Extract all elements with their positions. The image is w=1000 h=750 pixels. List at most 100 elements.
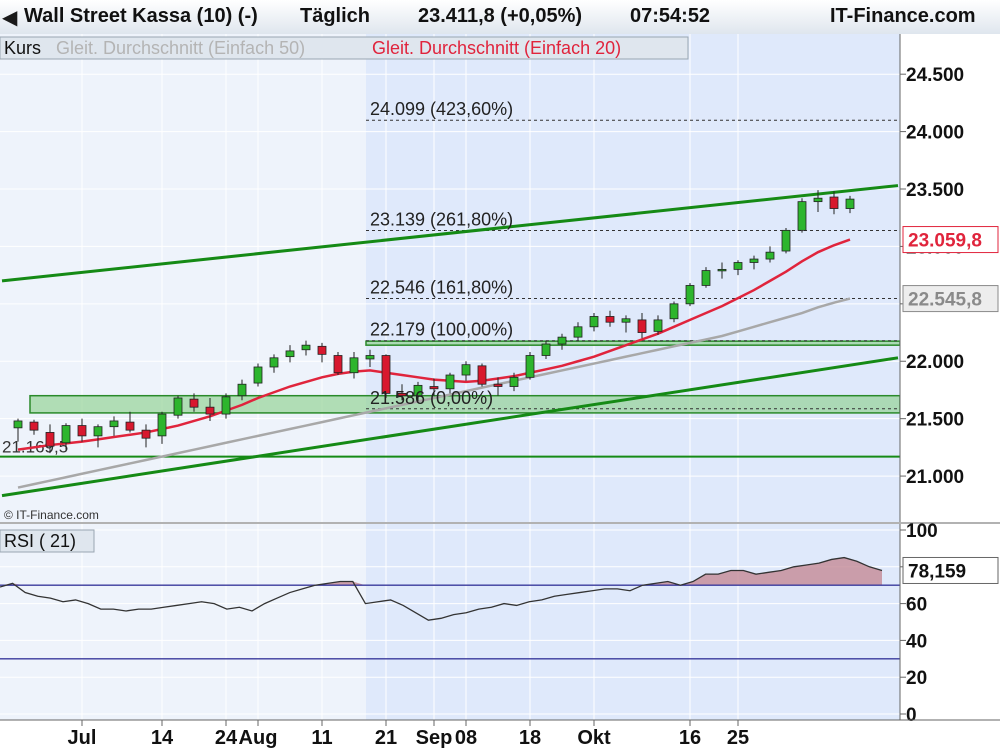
rsi-tick-label: 20 bbox=[906, 668, 927, 689]
rsi-overbought-fill bbox=[0, 557, 882, 586]
candle-body bbox=[845, 198, 855, 209]
x-tick-label: 11 bbox=[311, 727, 332, 749]
rsi-legend-box bbox=[0, 529, 95, 553]
chart-header: ◀ Wall Street Kassa (10) (-) Täglich 23.… bbox=[0, 0, 1000, 35]
x-tick-label: 21 bbox=[375, 727, 397, 749]
candle-body bbox=[717, 268, 727, 272]
candle bbox=[413, 381, 423, 402]
value-tag-box bbox=[902, 226, 999, 254]
x-tick-label: Sep bbox=[416, 727, 453, 749]
candle bbox=[221, 393, 231, 419]
candle bbox=[61, 423, 71, 450]
candle bbox=[237, 379, 247, 401]
candle-body bbox=[237, 383, 247, 397]
candle-body bbox=[461, 364, 471, 376]
candle-body bbox=[637, 319, 647, 333]
watermark-text: © IT-Finance.com bbox=[4, 508, 99, 522]
rsi-tick-label: 100 bbox=[906, 521, 938, 542]
candle-body bbox=[653, 319, 663, 332]
price-tick-label: 21.000 bbox=[906, 467, 964, 488]
candle-body bbox=[221, 396, 231, 415]
candle-body bbox=[477, 365, 487, 385]
candle-body bbox=[141, 429, 151, 439]
value-tag-label: 23.059,8 bbox=[908, 231, 982, 252]
candle-body bbox=[189, 398, 199, 408]
price-tick-label: 24.000 bbox=[906, 123, 964, 144]
candle-body bbox=[13, 420, 23, 429]
candle-body bbox=[525, 355, 535, 378]
expand-icon[interactable]: ◀ bbox=[2, 7, 18, 29]
candle bbox=[13, 418, 23, 442]
candle bbox=[269, 354, 279, 373]
x-tick-label: Jul bbox=[68, 727, 97, 749]
candle-body bbox=[45, 432, 55, 447]
candle bbox=[253, 363, 263, 387]
x-tick-label: Aug bbox=[239, 727, 278, 749]
candle-body bbox=[605, 316, 615, 323]
candle bbox=[733, 260, 743, 276]
candle-body bbox=[109, 420, 119, 428]
candle-body bbox=[573, 326, 583, 338]
price-tick-label: 24.500 bbox=[906, 65, 964, 86]
interval-label: Täglich bbox=[300, 5, 371, 27]
candle bbox=[797, 198, 807, 233]
candle bbox=[701, 267, 711, 288]
candle bbox=[525, 352, 535, 380]
fib-region-bg bbox=[366, 34, 936, 522]
candle bbox=[141, 424, 151, 448]
fib-level-label: 22.179 (100,00%) bbox=[370, 320, 513, 340]
candle bbox=[829, 191, 839, 215]
candle bbox=[653, 315, 663, 335]
candle-body bbox=[765, 251, 775, 260]
fib-level-label: 24.099 (423,60%) bbox=[370, 99, 513, 119]
candle-body bbox=[733, 262, 743, 270]
candle bbox=[29, 419, 39, 435]
candle bbox=[781, 228, 791, 254]
rsi-axis-bg bbox=[900, 524, 1000, 720]
value-tag-label: 22.545,8 bbox=[908, 290, 982, 311]
candle bbox=[669, 301, 679, 323]
candle bbox=[749, 255, 759, 270]
candle-body bbox=[749, 258, 759, 263]
x-tick-label: 08 bbox=[455, 727, 477, 749]
candle bbox=[509, 372, 519, 392]
candle bbox=[685, 283, 695, 307]
candle-body bbox=[445, 374, 455, 390]
candle-body bbox=[781, 229, 791, 252]
candle-body bbox=[205, 406, 215, 415]
candle-body bbox=[701, 270, 711, 286]
rsi-value-tag-box bbox=[902, 556, 999, 584]
candle bbox=[157, 411, 167, 444]
candle-body bbox=[301, 344, 311, 351]
candle bbox=[637, 313, 647, 339]
candle bbox=[349, 352, 359, 379]
rsi-tick-label: 60 bbox=[906, 595, 927, 616]
candle-body bbox=[589, 316, 599, 328]
candle-body bbox=[557, 336, 567, 345]
candle bbox=[301, 340, 311, 356]
sma50-line bbox=[17, 297, 851, 489]
fib-level-label: 23.139 (261,80%) bbox=[370, 209, 513, 229]
price-tick-label: 22.000 bbox=[906, 352, 964, 373]
candle-body bbox=[77, 425, 87, 437]
candle bbox=[381, 354, 391, 398]
candle-body bbox=[381, 355, 391, 394]
candle bbox=[125, 411, 135, 433]
candle bbox=[461, 361, 471, 381]
candle-body bbox=[317, 345, 327, 355]
rsi-label: RSI ( 21) bbox=[4, 531, 76, 551]
candle bbox=[813, 190, 823, 212]
candle-body bbox=[685, 285, 695, 305]
candle-body bbox=[269, 357, 279, 368]
value-tag-box bbox=[902, 285, 999, 313]
candle bbox=[189, 393, 199, 412]
price-tick-label: 23.500 bbox=[906, 180, 964, 201]
candle bbox=[445, 372, 455, 394]
candle-body bbox=[173, 397, 183, 416]
legend-kurs: Kurs bbox=[4, 38, 41, 58]
x-tick-label: 25 bbox=[727, 727, 749, 749]
candle-body bbox=[493, 383, 503, 387]
quote-time: 07:54:52 bbox=[630, 5, 711, 27]
candle-body bbox=[797, 201, 807, 231]
candle bbox=[717, 262, 727, 279]
